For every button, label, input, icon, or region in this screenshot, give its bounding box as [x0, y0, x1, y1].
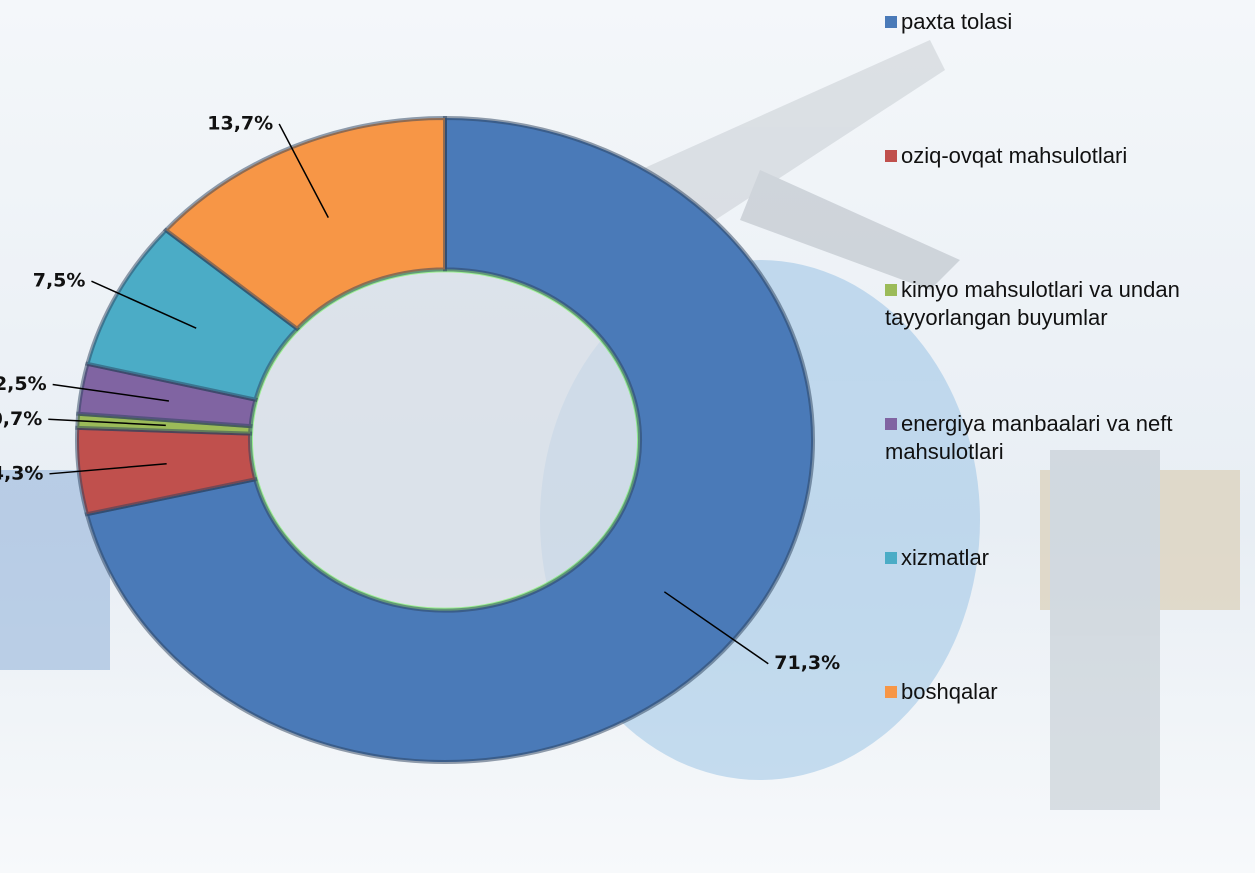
- legend-swatch: [885, 552, 897, 564]
- legend-item: xizmatlar: [885, 544, 1245, 572]
- data-label: 0,7%: [0, 408, 42, 430]
- legend-label: xizmatlar: [901, 545, 989, 570]
- legend-swatch: [885, 686, 897, 698]
- legend-label: energiya manbaalari va neft mahsulotlari: [885, 411, 1173, 464]
- legend-label: boshqalar: [901, 679, 998, 704]
- legend-item: kimyo mahsulotlari va undan tayyorlangan…: [885, 276, 1245, 332]
- data-label: 13,7%: [207, 112, 273, 134]
- page: 71,3% 4,3% 0,7% 2,5% 7,5% 13,7% paxta tolasi o…: [0, 0, 1255, 873]
- data-label: 71,3%: [774, 652, 840, 674]
- legend-item: boshqalar: [885, 678, 1245, 706]
- legend-swatch: [885, 150, 897, 162]
- legend-swatch: [885, 418, 897, 430]
- legend-item: energiya manbaalari va neft mahsulotlari: [885, 410, 1245, 466]
- legend-label: oziq-ovqat mahsulotlari: [901, 143, 1127, 168]
- legend-label: paxta tolasi: [901, 9, 1012, 34]
- data-label: 2,5%: [0, 373, 47, 395]
- data-label: 4,3%: [0, 462, 43, 484]
- legend-item: oziq-ovqat mahsulotlari: [885, 142, 1245, 170]
- legend-swatch: [885, 16, 897, 28]
- legend-item: paxta tolasi: [885, 8, 1245, 36]
- data-label: 7,5%: [33, 270, 86, 292]
- legend-swatch: [885, 284, 897, 296]
- legend-label: kimyo mahsulotlari va undan tayyorlangan…: [885, 277, 1180, 330]
